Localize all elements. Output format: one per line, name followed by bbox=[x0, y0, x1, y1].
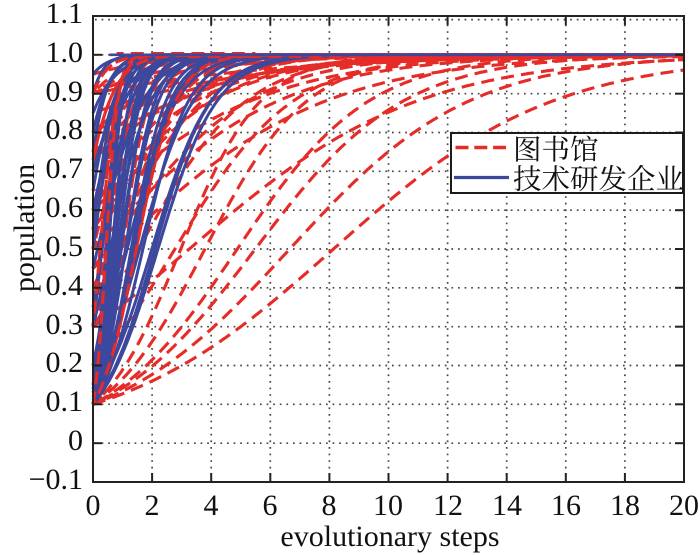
svg-text:evolutionary steps: evolutionary steps bbox=[280, 520, 499, 553]
svg-text:0.8: 0.8 bbox=[46, 113, 84, 146]
svg-text:0.6: 0.6 bbox=[46, 191, 84, 224]
svg-text:1.1: 1.1 bbox=[46, 0, 84, 30]
svg-text:0.5: 0.5 bbox=[46, 230, 84, 263]
svg-text:6: 6 bbox=[263, 489, 278, 522]
svg-text:18: 18 bbox=[610, 489, 640, 522]
svg-text:1.0: 1.0 bbox=[46, 36, 84, 69]
svg-text:16: 16 bbox=[551, 489, 581, 522]
svg-text:−0.1: −0.1 bbox=[29, 463, 83, 496]
svg-text:2: 2 bbox=[145, 489, 160, 522]
svg-text:4: 4 bbox=[204, 489, 219, 522]
svg-text:population: population bbox=[8, 164, 41, 292]
svg-text:0.1: 0.1 bbox=[46, 385, 84, 418]
svg-text:10: 10 bbox=[373, 489, 403, 522]
svg-text:0.2: 0.2 bbox=[46, 346, 84, 379]
svg-text:0.3: 0.3 bbox=[46, 308, 84, 341]
svg-text:0.9: 0.9 bbox=[46, 75, 84, 108]
svg-text:0: 0 bbox=[86, 489, 101, 522]
svg-text:0: 0 bbox=[68, 424, 83, 457]
svg-text:12: 12 bbox=[433, 489, 463, 522]
svg-text:0.4: 0.4 bbox=[46, 269, 84, 302]
svg-text:20: 20 bbox=[669, 489, 699, 522]
svg-text:8: 8 bbox=[322, 489, 337, 522]
svg-text:14: 14 bbox=[492, 489, 522, 522]
svg-text:0.7: 0.7 bbox=[46, 152, 84, 185]
